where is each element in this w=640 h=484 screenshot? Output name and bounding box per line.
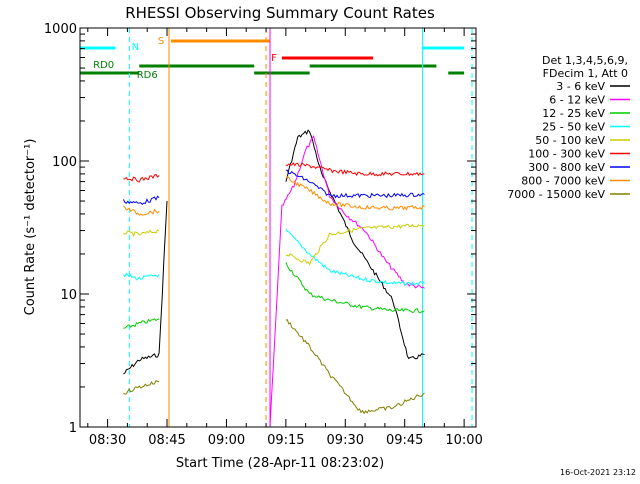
series-line: [123, 176, 425, 216]
legend-entry-label: 7000 - 15000 keV: [507, 188, 605, 201]
legend-entry-label: 12 - 25 keV: [542, 107, 605, 120]
legend-entry-label: 6 - 12 keV: [549, 94, 605, 107]
y-tick-label: 10: [60, 288, 77, 303]
x-tick-label: 08:45: [148, 433, 185, 448]
night-marker-label: N: [132, 42, 139, 53]
x-tick-label: 09:15: [267, 433, 304, 448]
y-axis-label: Count Rate (s⁻¹ detector⁻¹): [23, 139, 38, 316]
series-path: [123, 272, 160, 281]
series-line: [123, 161, 425, 183]
x-tick-label: 09:30: [327, 433, 364, 448]
series-path: [122, 195, 160, 205]
y-tick-label: 100: [52, 155, 77, 170]
series-path: [123, 380, 160, 395]
x-tick-label: 09:45: [386, 433, 423, 448]
series-line: [122, 169, 425, 205]
legend-entry-label: 300 - 800 keV: [528, 161, 605, 174]
series-path: [285, 319, 425, 415]
legend-header-line-1: Det 1,3,4,5,6,9,: [542, 54, 628, 67]
series-path: [269, 135, 425, 428]
series-path: [285, 129, 425, 360]
legend-entry-label: 25 - 50 keV: [542, 121, 605, 134]
axes: 08:30 08:45 09:00 09:15 09:30 09:45 10:00 1 10 10…: [44, 22, 483, 448]
legend-entry-label: 800 - 7000 keV: [521, 175, 605, 188]
rd6-marker-label: RD6: [137, 70, 158, 81]
series-line: [123, 228, 425, 287]
x-tick-label: 10:00: [445, 433, 482, 448]
series-path: [123, 205, 160, 216]
series-path: [285, 262, 425, 314]
series-path: [123, 200, 168, 375]
plot-frame: [79, 27, 477, 428]
legend-entry-label: 3 - 6 keV: [556, 80, 605, 93]
chart-title: RHESSI Observing Summary Count Rates: [125, 4, 435, 22]
date-stamp: 16-Oct-2021 23:12: [560, 468, 636, 477]
y-tick-label: 1: [69, 421, 77, 436]
x-tick-label: 09:00: [208, 433, 245, 448]
series-path: [285, 176, 425, 211]
observing-markers: N S F RD0 RD6: [80, 28, 473, 427]
flare-marker-label: F: [271, 53, 277, 64]
series-path: [123, 229, 160, 238]
series-line: [269, 135, 425, 428]
y-tick-label: 1000: [44, 22, 77, 37]
series-path: [285, 228, 425, 287]
legend-entry-label: 50 - 100 keV: [535, 134, 605, 147]
legend-entry-label: 100 - 300 keV: [528, 148, 605, 161]
series-line: [123, 262, 425, 329]
series-line: [123, 223, 425, 266]
saa-marker-label: S: [158, 36, 164, 47]
series-line: [123, 319, 425, 415]
series-path: [285, 223, 425, 266]
legend: Det 1,3,4,5,6,9, FDecim 1, Att 0 3 - 6 k…: [507, 54, 630, 201]
series-path: [285, 169, 425, 199]
legend-header-line-2: FDecim 1, Att 0: [543, 67, 628, 80]
rd0-marker-label: RD0: [93, 60, 114, 71]
x-axis-label: Start Time (28-Apr-11 08:23:02): [176, 456, 384, 471]
series-path: [123, 173, 160, 183]
series-path: [123, 318, 160, 329]
series-lines: [122, 129, 425, 428]
series-path: [285, 161, 425, 177]
series-line: [123, 129, 425, 375]
x-tick-label: 08:30: [89, 433, 126, 448]
